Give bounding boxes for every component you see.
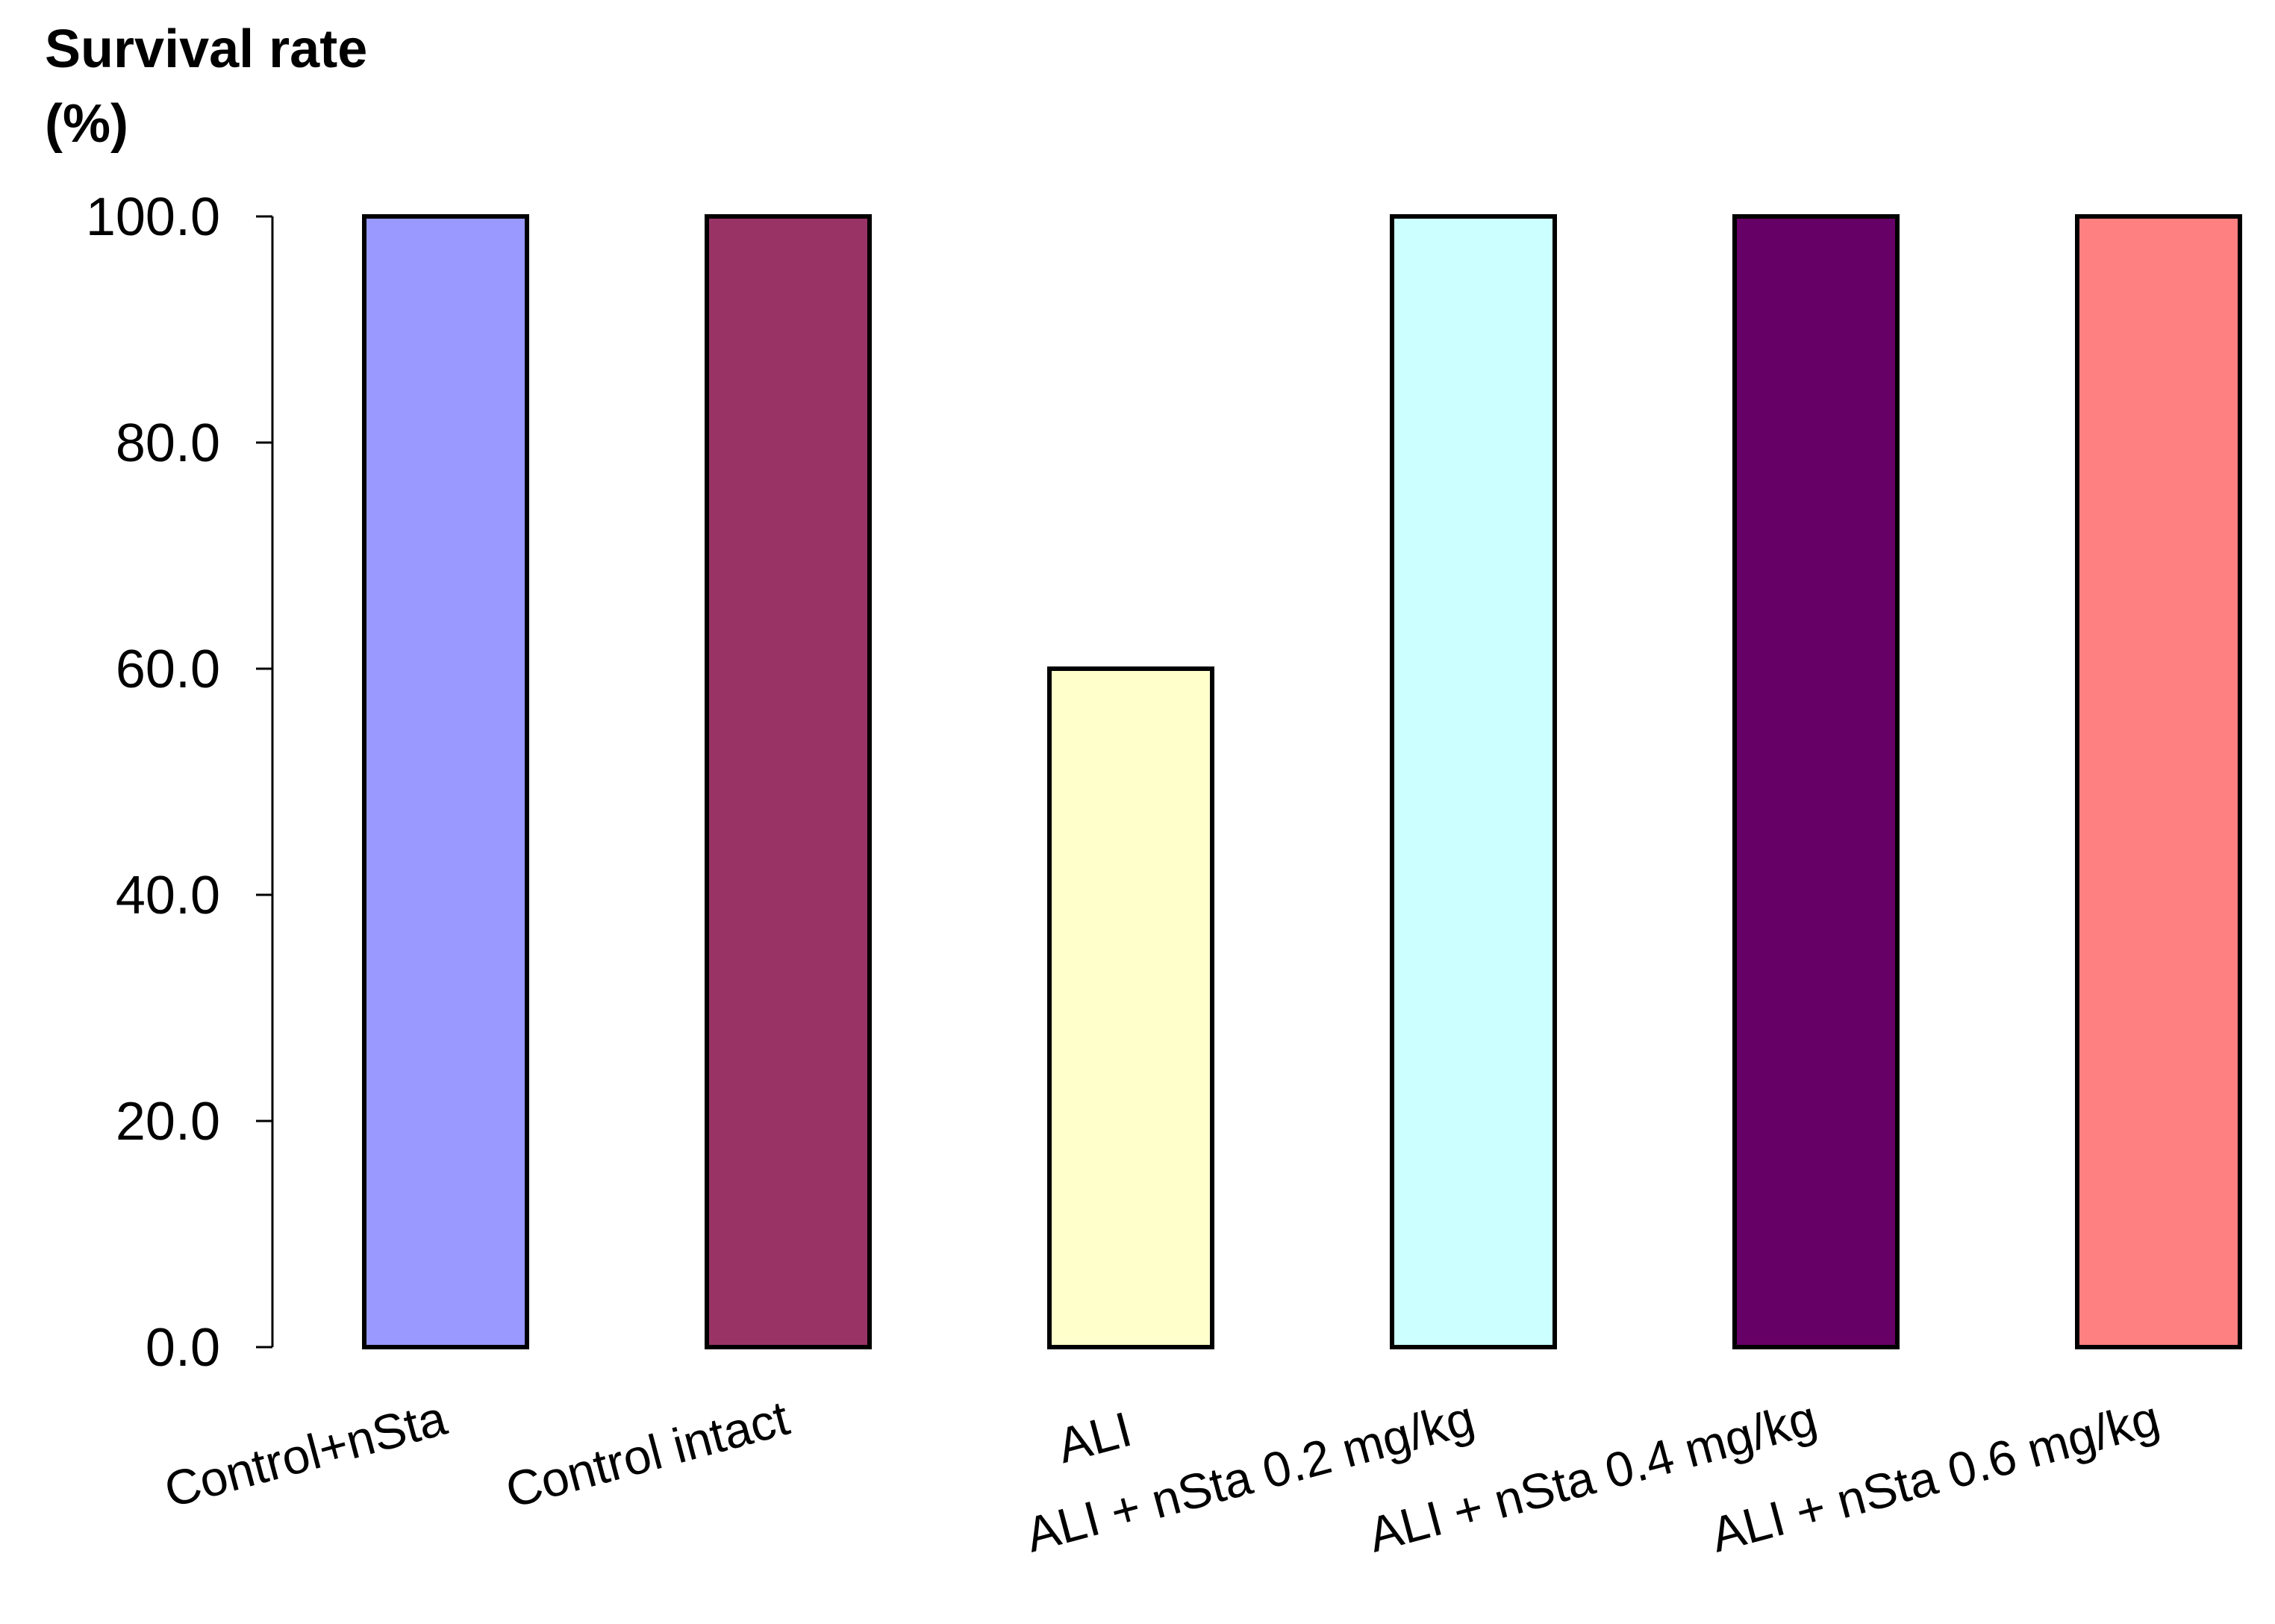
y-axis-label-line-2: (%) [45, 94, 128, 154]
y-tick-label: 100.0 [86, 187, 220, 247]
category-label-1: Control+nSta [159, 1390, 452, 1518]
y-tick-label: 20.0 [116, 1092, 220, 1152]
bar-2 [705, 214, 872, 1349]
category-label-2: Control intact [500, 1390, 795, 1518]
bar-1 [362, 214, 529, 1349]
y-tick-label: 0.0 [146, 1318, 220, 1378]
bars [362, 214, 2242, 1349]
y-tick-label: 80.0 [116, 413, 220, 473]
category-label-3: ALI [1052, 1401, 1138, 1473]
y-tick-label: 60.0 [116, 640, 220, 699]
y-axis-label-line-1: Survival rate [45, 19, 367, 79]
bar-6 [2075, 214, 2242, 1349]
y-tick-label: 40.0 [116, 866, 220, 925]
bar-5 [1732, 214, 1900, 1349]
bar-3 [1047, 666, 1214, 1349]
bar-4 [1390, 214, 1557, 1349]
y-axis: 0.0 20.0 40.0 60.0 80.0 100.0 [86, 187, 274, 1378]
